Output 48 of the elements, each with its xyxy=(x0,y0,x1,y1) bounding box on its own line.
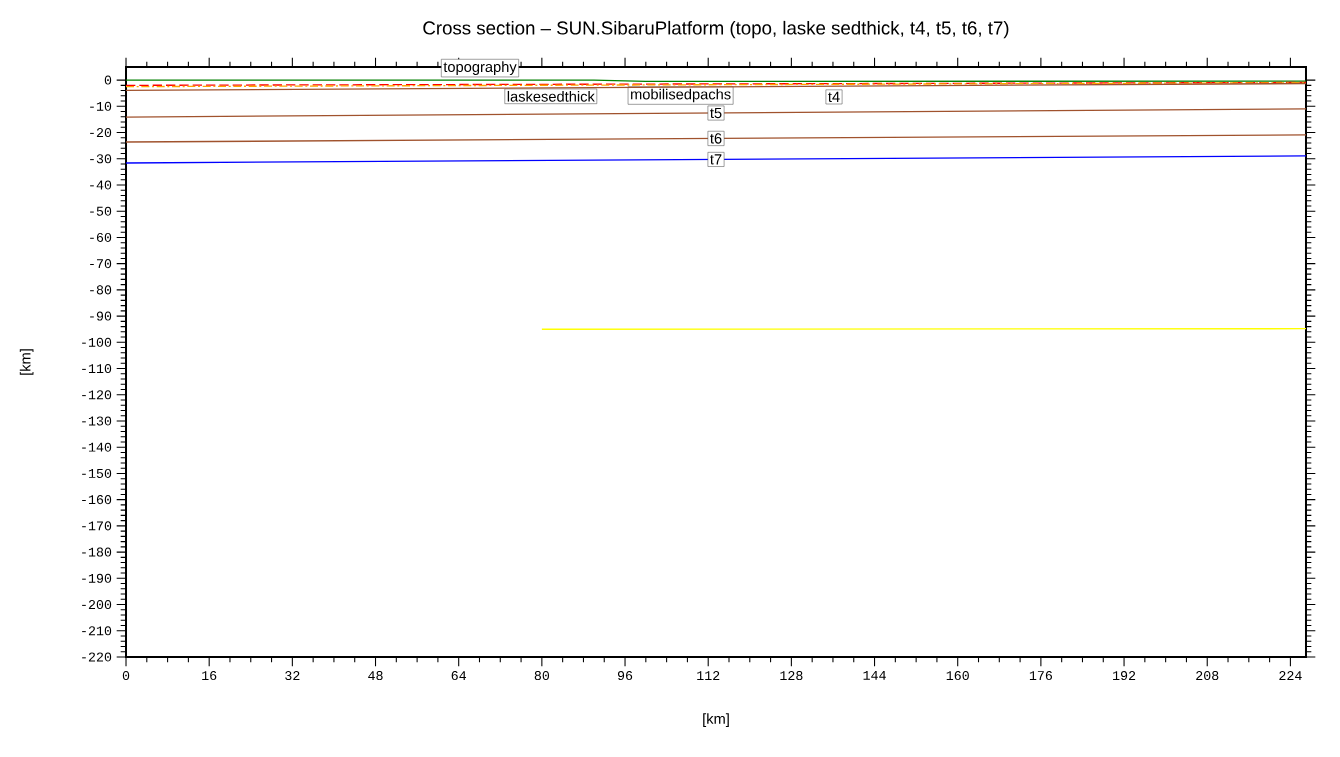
y-axis-title: [km] xyxy=(19,349,34,375)
x-tick-label: 0 xyxy=(122,671,130,681)
y-tick-label: -210 xyxy=(82,626,112,636)
x-tick-label: 96 xyxy=(617,671,633,681)
x-tick-label: 64 xyxy=(451,671,467,681)
y-tick-label: -70 xyxy=(90,259,112,269)
y-tick-label: -100 xyxy=(82,337,112,347)
x-tick-label: 176 xyxy=(1029,671,1053,681)
x-tick-label: 224 xyxy=(1279,671,1302,680)
y-tick-label: -140 xyxy=(82,442,112,452)
x-tick-label: 192 xyxy=(1113,671,1136,681)
series-label: t6 xyxy=(710,133,722,144)
x-tick-label: 144 xyxy=(863,671,886,680)
y-tick-label: -40 xyxy=(90,180,112,190)
y-tick-label: -10 xyxy=(90,101,112,111)
y-tick-label: -160 xyxy=(82,495,112,505)
x-tick-label: 32 xyxy=(285,671,300,681)
y-tick-label: -80 xyxy=(90,285,112,295)
y-tick-label: 0 xyxy=(104,75,112,85)
y-tick-label: -130 xyxy=(82,416,112,426)
y-tick-label: -110 xyxy=(82,364,112,374)
y-tick-label: -200 xyxy=(82,600,112,610)
series-label: topography xyxy=(443,61,517,75)
x-tick-label: 48 xyxy=(368,671,383,681)
series-label: t4 xyxy=(828,91,840,102)
y-tick-label: -120 xyxy=(82,390,112,400)
x-tick-label: 208 xyxy=(1196,671,1219,681)
x-tick-label: 128 xyxy=(780,671,803,681)
chart-title: Cross section – SUN.SibaruPlatform (topo, laske sedthick, t4, t5, t6, t7) xyxy=(423,20,1009,39)
y-tick-label: -50 xyxy=(90,206,112,216)
y-tick-label: -170 xyxy=(82,521,112,531)
x-tick-label: 80 xyxy=(534,671,550,681)
y-tick-label: -60 xyxy=(90,232,112,242)
x-axis-title: [km] xyxy=(703,713,729,727)
y-tick-label: -30 xyxy=(90,154,112,164)
y-tick-label: -20 xyxy=(90,128,112,138)
x-tick-label: 112 xyxy=(697,671,720,680)
series-label: laskesedthick xyxy=(507,90,595,102)
series-label: t7 xyxy=(710,154,722,165)
y-tick-label: -90 xyxy=(90,311,112,321)
x-tick-label: 160 xyxy=(946,671,969,681)
series-label: mobilisedpachs xyxy=(631,88,731,103)
x-tick-label: 16 xyxy=(202,671,217,681)
y-tick-label: -150 xyxy=(82,468,112,478)
y-tick-label: -190 xyxy=(82,573,112,583)
series-label: t5 xyxy=(710,107,722,119)
y-tick-label: -220 xyxy=(82,652,112,662)
y-tick-label: -180 xyxy=(82,547,112,557)
